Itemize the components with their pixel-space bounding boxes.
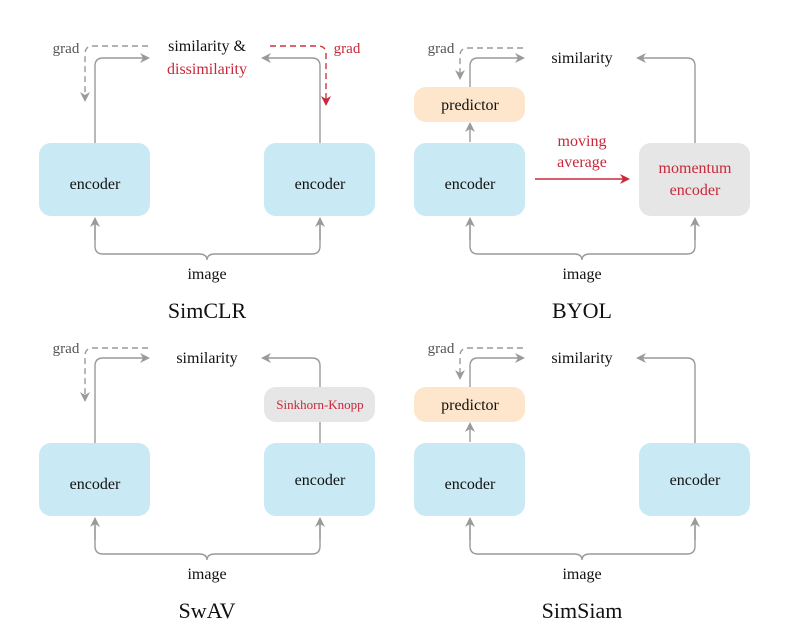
grad-right-dashed-arrow: [270, 45, 331, 106]
right-encoder-box: [264, 443, 375, 516]
similarity-label: similarity &: [168, 38, 246, 55]
left-encoder-label: encoder: [70, 176, 121, 193]
panel-byol: encoder momentum encoder predictor similarit…: [414, 41, 750, 323]
image-brace: [94, 218, 321, 261]
grad-left-dashed-arrow: [80, 347, 148, 402]
left-to-similarity-arrow: [469, 53, 525, 87]
momentum-encoder-label: encoder: [670, 182, 721, 199]
grad-left-dashed-arrow: [455, 347, 523, 380]
grad-left-label: grad: [428, 41, 455, 57]
predictor-label: predictor: [441, 97, 499, 114]
left-to-similarity-arrow: [94, 53, 150, 143]
panel-swav: encoder encoder Sinkhorn-Knopp similarity gr…: [39, 341, 375, 623]
grad-left-label: grad: [53, 341, 80, 357]
right-encoder-label: encoder: [670, 472, 721, 489]
sinkhorn-knopp-box: [264, 387, 375, 422]
similarity-label: similarity: [551, 50, 612, 67]
left-encoder-label: encoder: [445, 476, 496, 493]
image-brace: [94, 518, 321, 561]
image-label: image: [562, 266, 601, 283]
method-title: SimCLR: [168, 298, 247, 323]
method-title: SwAV: [178, 598, 235, 623]
predictor-label: predictor: [441, 397, 499, 414]
left-to-similarity-arrow: [94, 353, 150, 443]
grad-left-dashed-arrow: [455, 47, 523, 80]
grad-left-label: grad: [53, 41, 80, 57]
grad-left-dashed-arrow: [80, 45, 148, 102]
method-title: BYOL: [552, 298, 612, 323]
sinkhorn-knopp-label: Sinkhorn-Knopp: [276, 397, 363, 412]
image-brace: [469, 218, 696, 261]
left-to-similarity-arrow: [469, 353, 525, 387]
grad-left-label: grad: [428, 341, 455, 357]
momentum-encoder-box: [639, 143, 750, 216]
left-encoder-label: encoder: [445, 176, 496, 193]
right-encoder-label: encoder: [295, 472, 346, 489]
left-encoder-box: [414, 143, 525, 216]
left-encoder-box: [39, 443, 150, 516]
right-to-similarity-arrow: [261, 53, 321, 143]
image-label: image: [562, 566, 601, 583]
predictor-box: [414, 87, 525, 122]
method-title: SimSiam: [542, 598, 623, 623]
grad-right-label: grad: [334, 41, 361, 57]
image-label: image: [187, 266, 226, 283]
right-encoder-box: [264, 143, 375, 216]
left-encoder-box: [414, 443, 525, 516]
similarity-label: similarity: [551, 350, 612, 367]
right-to-similarity-arrow: [636, 53, 696, 143]
left-encoder-box: [39, 143, 150, 216]
right-encoder-box: [639, 443, 750, 516]
right-to-similarity-arrow: [261, 353, 321, 387]
dissimilarity-label: dissimilarity: [167, 61, 247, 78]
panel-simsiam: encoder encoder predictor similarity grad ima…: [414, 341, 750, 623]
average-label: average: [557, 154, 607, 171]
moving-label: moving: [558, 133, 607, 150]
right-to-similarity-arrow: [636, 353, 696, 443]
momentum-label: momentum: [659, 160, 732, 177]
image-label: image: [187, 566, 226, 583]
left-encoder-label: encoder: [70, 476, 121, 493]
panel-simclr: encoder encoder similarity & dissimilarity g…: [39, 38, 375, 323]
right-encoder-label: encoder: [295, 176, 346, 193]
image-brace: [469, 518, 696, 561]
similarity-label: similarity: [176, 350, 237, 367]
predictor-box: [414, 387, 525, 422]
